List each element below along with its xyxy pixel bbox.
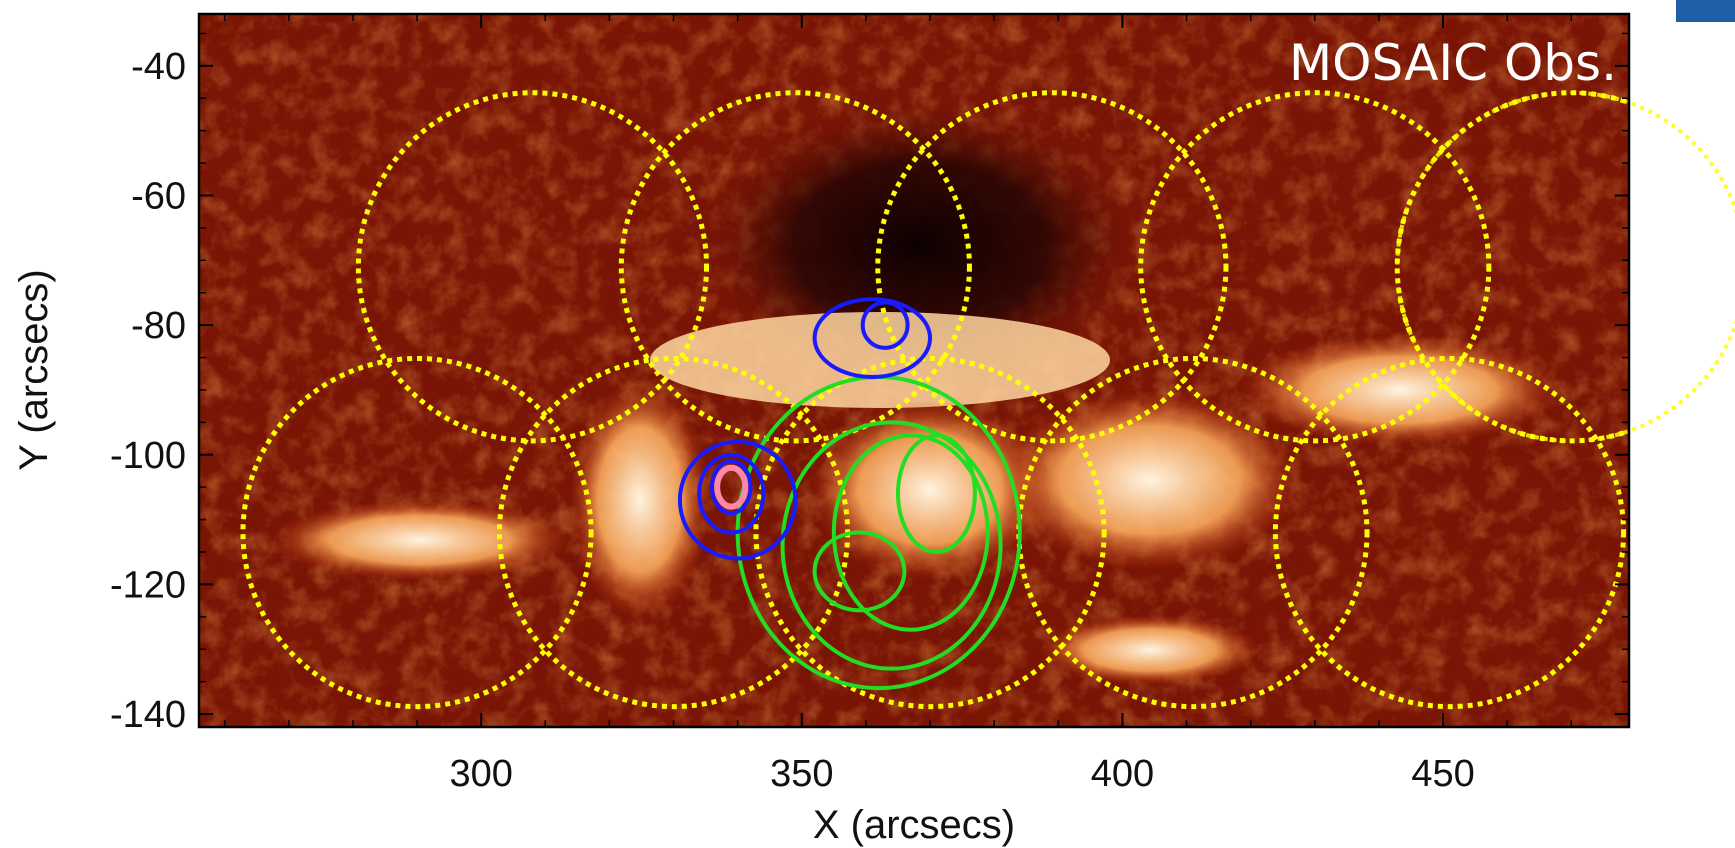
y-axis-ticks: -40 -60 -80 -100 -120 -140 [110, 32, 1629, 736]
x-axis-label: X (arcsecs) [813, 803, 1015, 847]
field-of-view-circle [1016, 355, 1370, 710]
x-tick-label: 300 [449, 753, 512, 795]
flare-ribbon-arc [650, 312, 1110, 408]
field-of-view-circle [1138, 90, 1492, 444]
overlay-annotation: MOSAIC Obs. [1289, 34, 1617, 92]
flare-ribbon-far-left [270, 500, 570, 580]
corner-tab [1676, 0, 1735, 22]
x-axis-ticks: 300 350 400 450 [223, 14, 1573, 795]
y-tick-label: -120 [110, 564, 186, 606]
blue-contour [677, 439, 798, 561]
field-of-view-circle [240, 355, 594, 710]
field-of-view-circle [1272, 355, 1627, 710]
green-contour [780, 420, 1003, 671]
y-axis-label: Y (arcsecs) [12, 269, 56, 471]
y-tick-label: -100 [110, 435, 186, 477]
y-tick-label: -80 [131, 305, 186, 347]
pink-contour [714, 464, 749, 510]
field-of-view-circle [875, 90, 1229, 444]
x-tick-label: 450 [1411, 753, 1474, 795]
field-of-view-circle [618, 90, 972, 444]
pink-contours [714, 464, 749, 510]
flare-ribbon-left [570, 380, 710, 620]
flare-ribbon-lower-right [1040, 615, 1260, 685]
x-tick-label: 400 [1091, 753, 1154, 795]
green-contour [895, 433, 977, 554]
y-tick-label: -40 [131, 46, 186, 88]
flare-ribbon-right [1000, 390, 1300, 570]
blue-contours [677, 297, 933, 561]
plot-frame [197, 12, 1631, 729]
green-contour [812, 530, 907, 613]
blue-contour [710, 459, 753, 516]
y-tick-label: -140 [110, 694, 186, 736]
field-of-view-circle-outside [1395, 90, 1735, 443]
y-tick-label: -60 [131, 175, 186, 217]
plot-area [199, 14, 1629, 727]
blue-contour [697, 452, 766, 535]
x-tick-label: 350 [770, 753, 833, 795]
field-of-view-circle [753, 355, 1107, 710]
blue-contour [860, 300, 910, 350]
blue-contour [812, 297, 933, 379]
field-of-view-circle [355, 90, 710, 444]
green-contour [831, 433, 990, 632]
field-of-view-circles-outside [1395, 90, 1735, 443]
